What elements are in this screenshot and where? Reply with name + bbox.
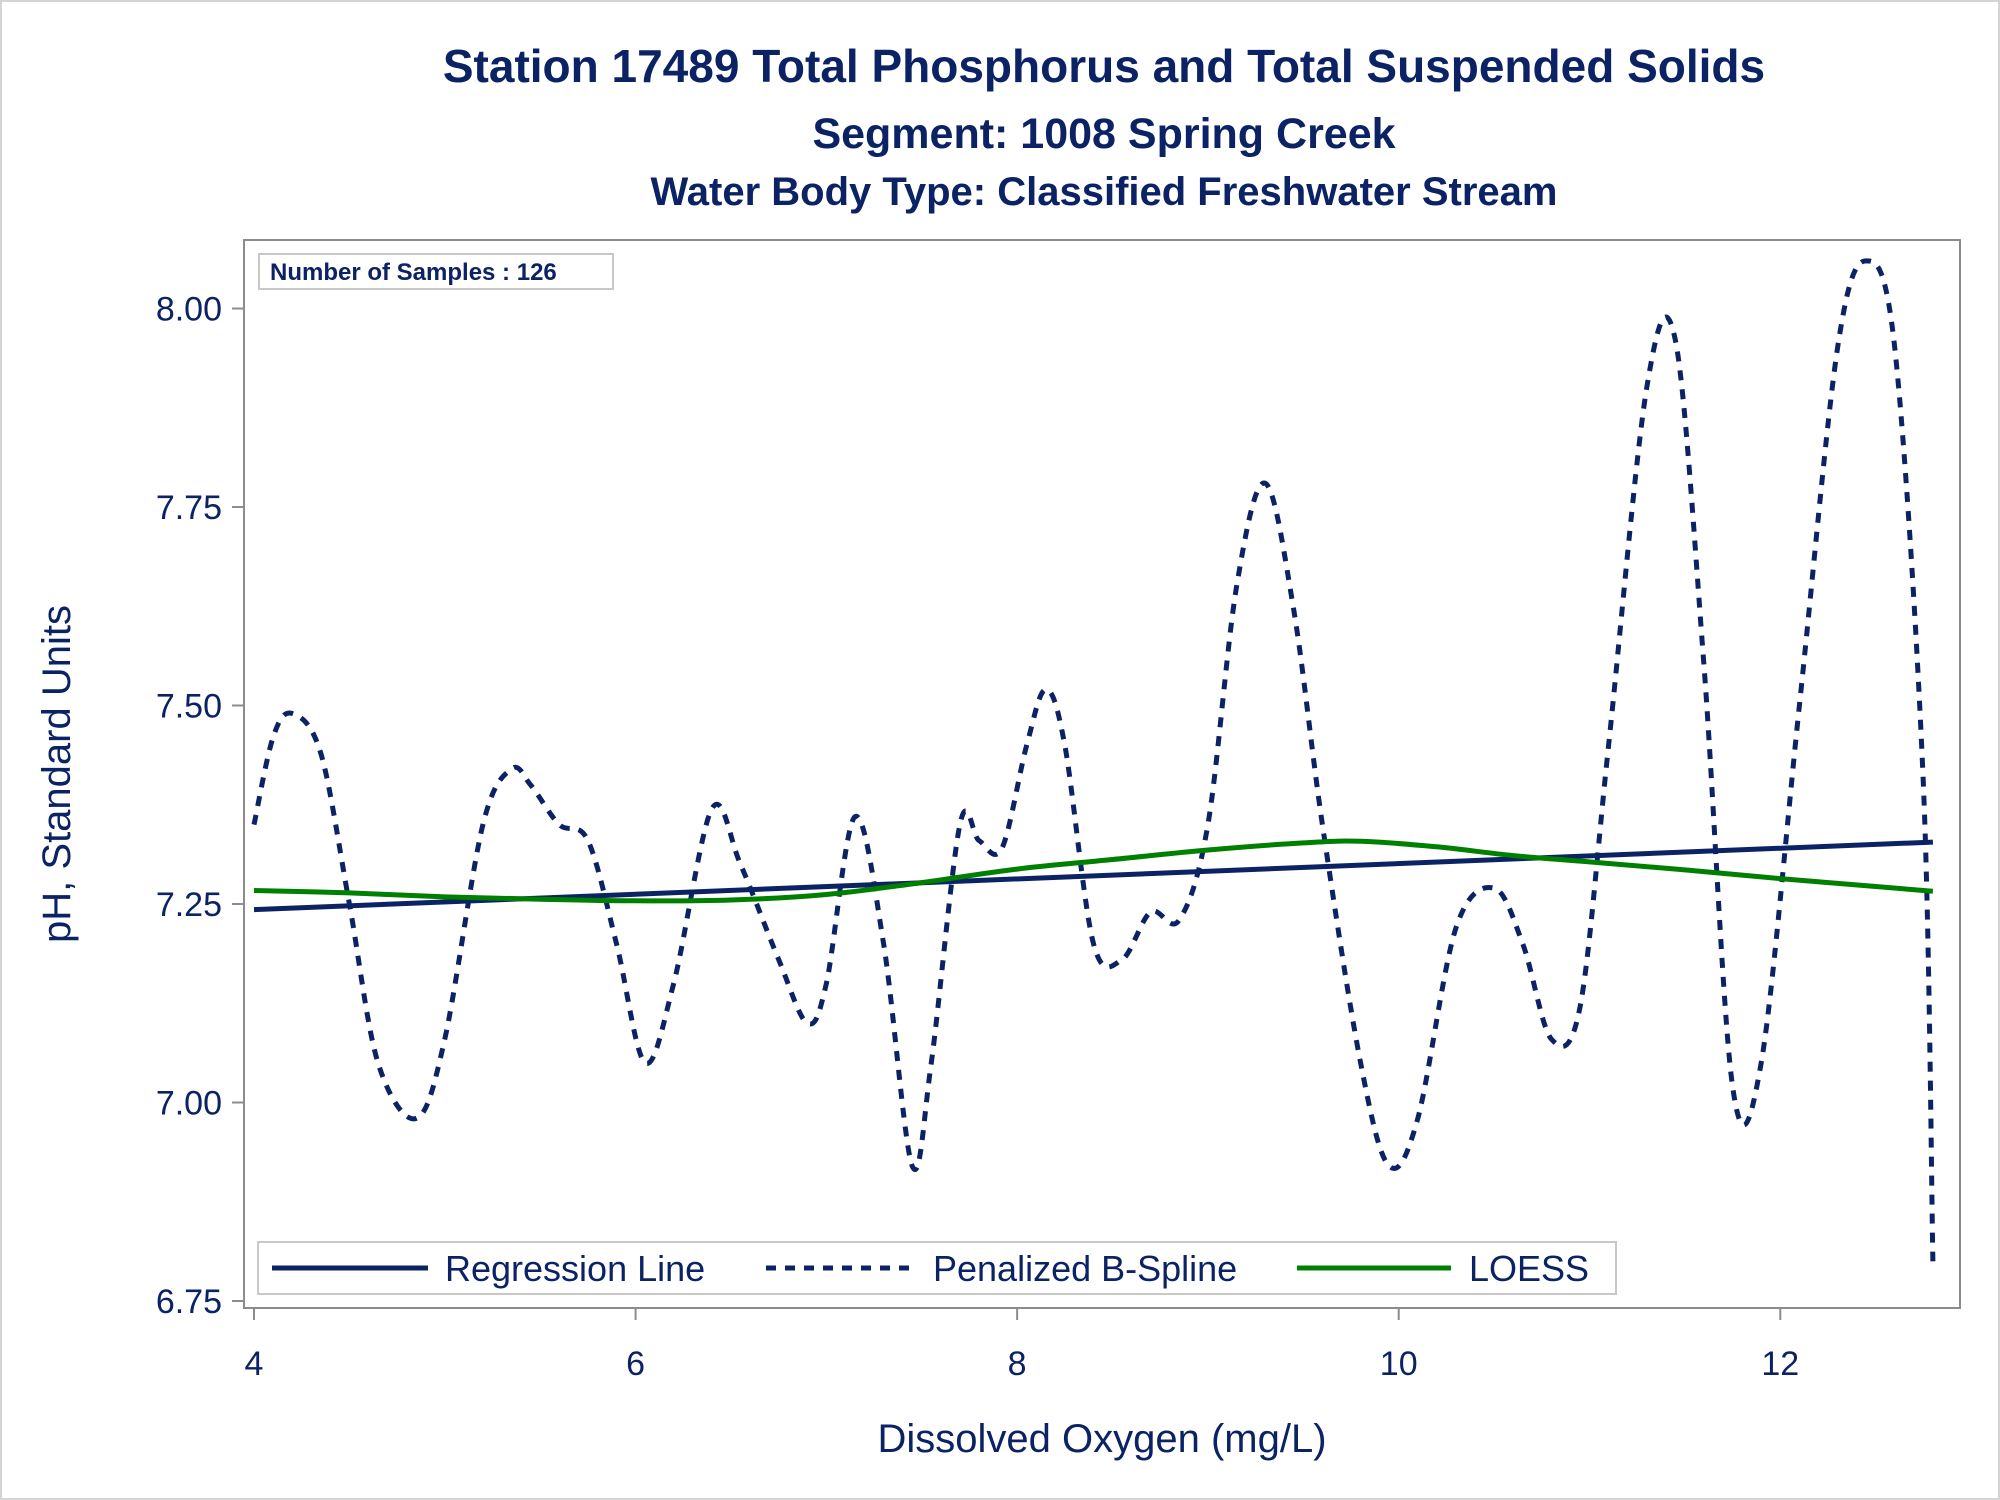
sample-count-box: Number of Samples : 126 — [258, 253, 614, 290]
sample-count-label: Number of Samples : 126 — [270, 259, 557, 286]
x-tick-label: 6 — [626, 1345, 645, 1383]
chart-title: Station 17489 Total Phosphorus and Total… — [443, 40, 1765, 92]
y-tick-label: 8.00 — [156, 291, 222, 329]
y-tick-label: 7.25 — [156, 886, 222, 924]
legend: Regression Line Penalized B-Spline LOESS — [257, 1241, 1617, 1295]
legend-label-spline: Penalized B-Spline — [933, 1248, 1237, 1289]
legend-label-regression: Regression Line — [445, 1248, 705, 1289]
chart-subtitle-2: Water Body Type: Classified Freshwater S… — [651, 170, 1558, 214]
series-layer — [251, 258, 1936, 1262]
penalized-b-spline-line — [251, 258, 1936, 1262]
plot-area — [243, 239, 1961, 1309]
x-axis-label: Dissolved Oxygen (mg/L) — [877, 1417, 1326, 1461]
y-axis: 6.75 7.00 7.25 7.50 7.75 8.00 — [156, 291, 244, 1321]
x-tick-label: 10 — [1380, 1345, 1418, 1383]
x-axis: 4 6 8 10 12 — [245, 1308, 1799, 1383]
x-tick-label: 8 — [1008, 1345, 1027, 1383]
loess-line — [253, 838, 1934, 904]
y-tick-label: 7.75 — [156, 489, 222, 527]
x-tick-label: 12 — [1761, 1345, 1799, 1383]
y-axis-label: pH, Standard Units — [35, 605, 79, 943]
chart-subtitle: Segment: 1008 Spring Creek — [812, 110, 1395, 158]
x-tick-label: 4 — [245, 1345, 264, 1383]
y-tick-label: 6.75 — [156, 1283, 222, 1321]
legend-label-loess: LOESS — [1469, 1248, 1589, 1289]
y-tick-label: 7.50 — [156, 688, 222, 726]
y-tick-label: 7.00 — [156, 1085, 222, 1123]
